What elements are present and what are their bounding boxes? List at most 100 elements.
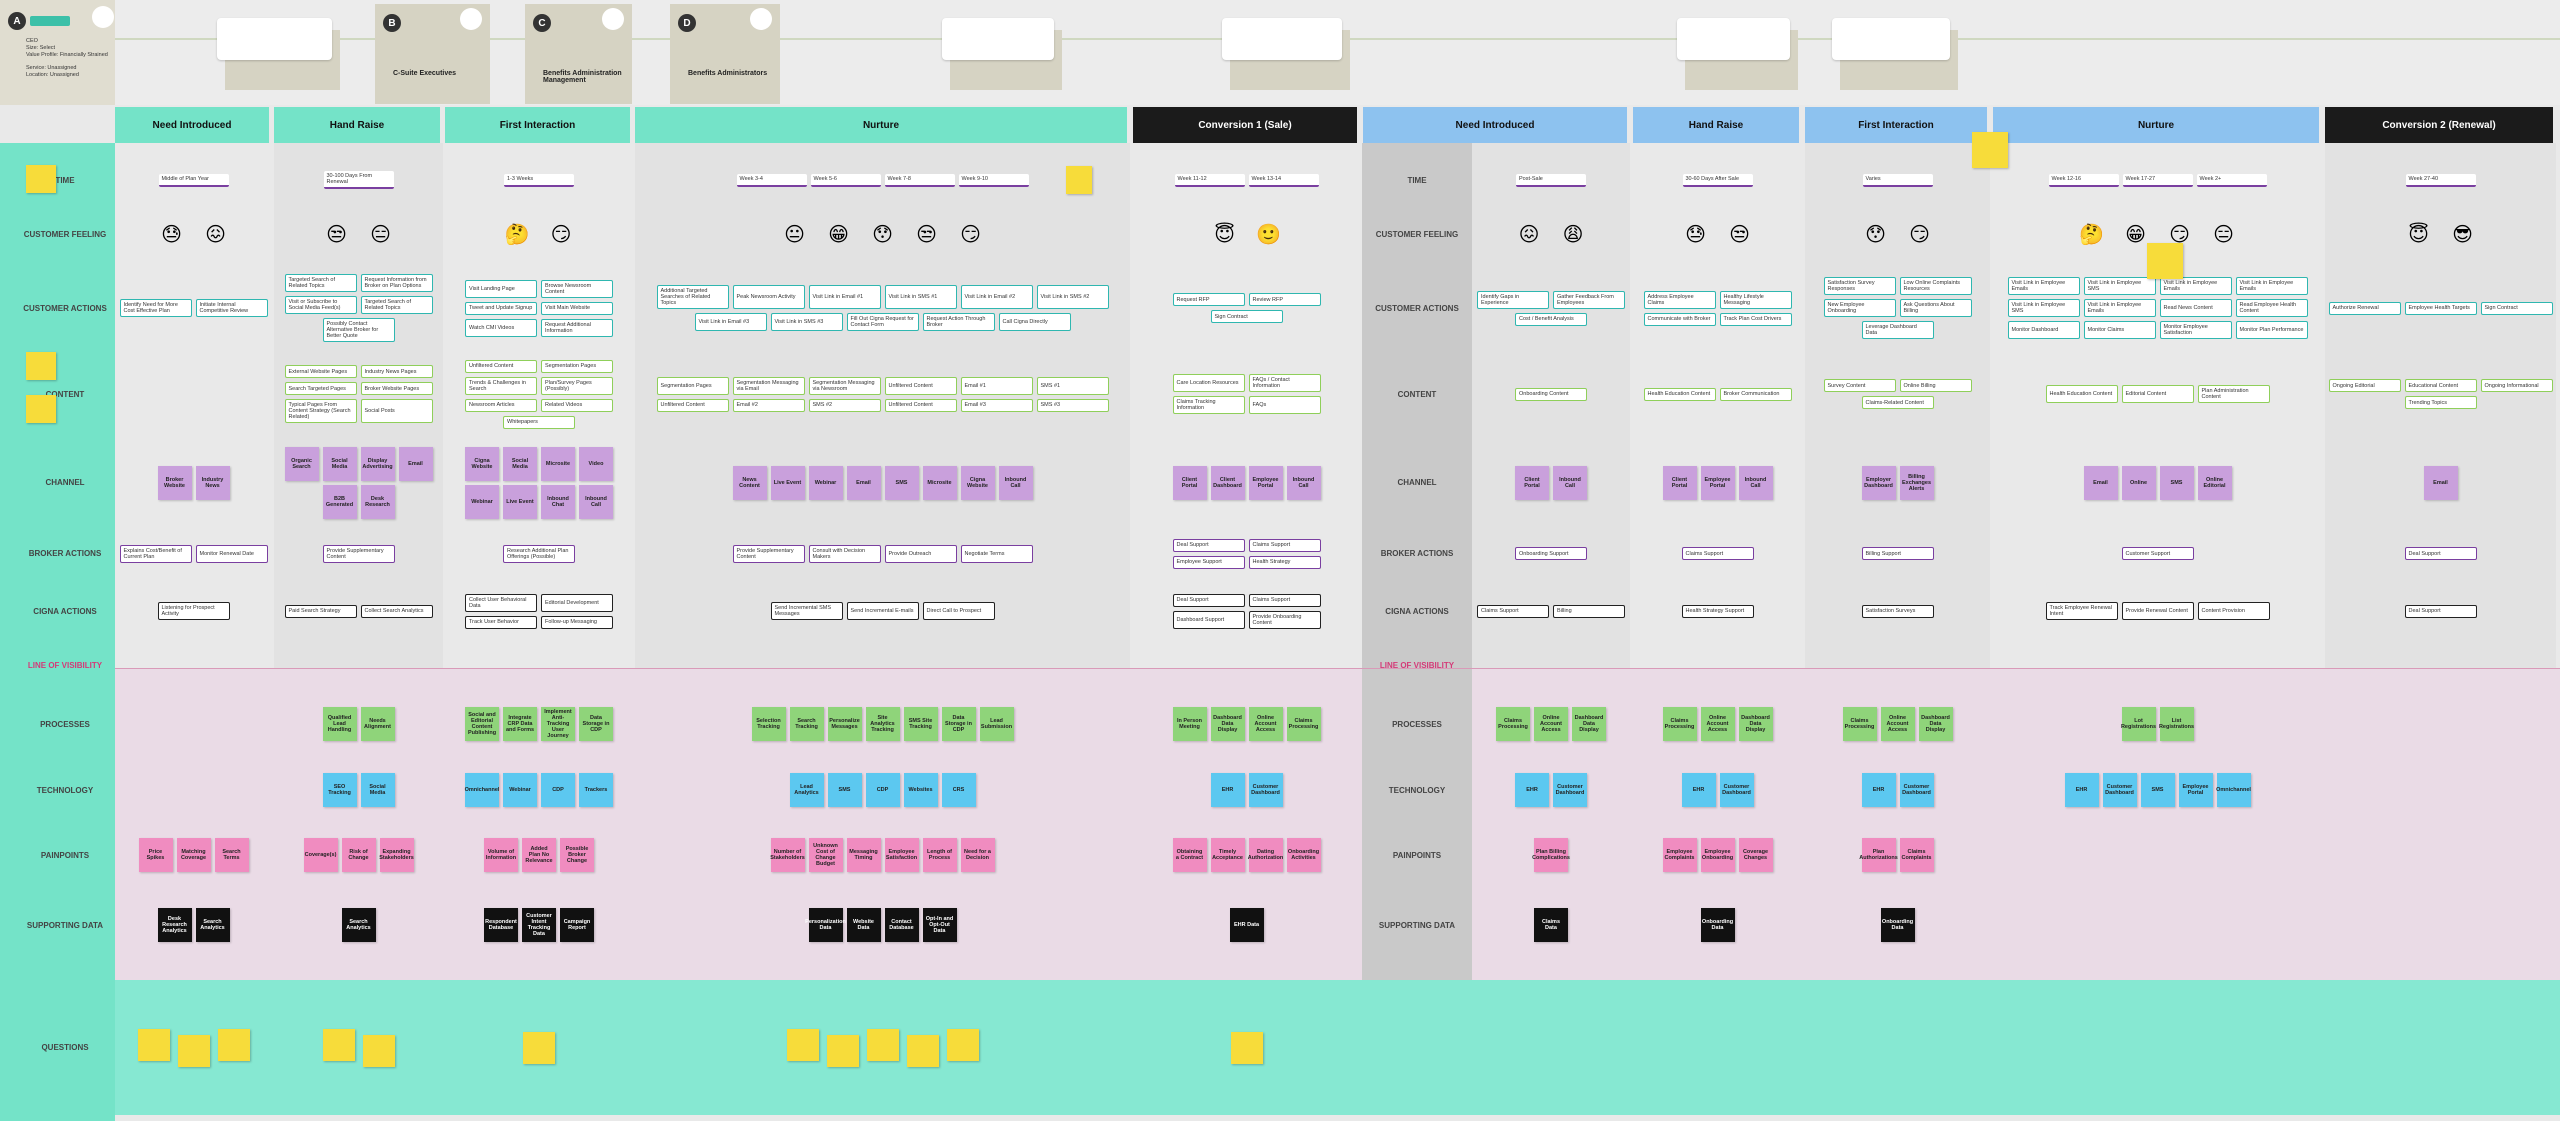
feeling-note: 😩 — [1562, 222, 1584, 246]
data-note: Customer Intent Tracking Data — [522, 908, 556, 942]
cell: EHR Customer Dashboard — [1633, 758, 1802, 822]
broker-note: Deal Support — [2404, 547, 2477, 560]
cell: Claims Processing Online Account Access Da… — [1633, 690, 1802, 758]
technology-note: CDP — [541, 773, 575, 807]
cell: Health Strategy Support — [1633, 582, 1802, 640]
feeling-note: 😐 — [784, 222, 805, 246]
cell: Respondent Database Customer Intent Track… — [445, 888, 633, 962]
cigna-note: Listening for Prospect Activity — [157, 602, 230, 620]
actions-note: Visit Landing Page — [465, 279, 537, 298]
cell: 😓 😒 — [1633, 200, 1802, 268]
channel-note: Employer Dashboard — [1861, 465, 1896, 500]
channel-note: Microsite — [922, 465, 957, 500]
channel-note: Inbound Call — [1286, 465, 1321, 500]
question-cell — [1805, 980, 1990, 1115]
phase-header: First Interaction — [445, 107, 633, 143]
channel-note: B2B Generated — [322, 484, 357, 519]
feeling-note: 😖 — [205, 222, 226, 246]
painpoints-note: Plan Authorizations — [1859, 838, 1898, 872]
actions-note: Visit Link in Employee SMS — [2007, 299, 2080, 317]
time-note: Week 7-8 — [884, 173, 955, 187]
row-label: CUSTOMER FEELING — [1375, 229, 1459, 239]
row-label: CONTENT — [45, 389, 85, 399]
question-sticky — [217, 1028, 250, 1061]
actions-note: Visit or Subscribe to Social Media Feed(… — [284, 296, 357, 314]
phase-header: First Interaction — [1805, 107, 1990, 143]
cell — [2325, 888, 2556, 962]
phase-note — [1972, 132, 2008, 168]
content-note: Plan/Survey Pages (Possibly) — [541, 376, 613, 395]
feeling-note: 😇 — [2408, 222, 2429, 246]
actions-note: Read Employee Health Content — [2235, 299, 2308, 317]
actions-note: Request Information from Broker on Plan … — [360, 274, 433, 292]
processes-note: Online Account Access — [1534, 707, 1568, 741]
cell: Plan Billing Complications — [1472, 822, 1630, 888]
cigna-note: Deal Support — [2404, 604, 2477, 618]
content-note: Broker Communication — [1719, 387, 1792, 401]
broker-note: Claims Support — [1681, 547, 1754, 560]
painpoints-note: Search Terms — [214, 838, 249, 872]
feeling-note: 😯 — [1865, 222, 1886, 246]
question-cell — [274, 980, 443, 1115]
cell: Omnichannel Webinar CDP Trackers — [445, 758, 633, 822]
content-note: Unfiltered Content — [465, 359, 537, 373]
technology-note: Webinar — [503, 773, 537, 807]
label-note — [26, 165, 56, 193]
actions-note: Watch CMI Videos — [465, 318, 537, 337]
cigna-note: Provide Onboarding Content — [1248, 610, 1321, 629]
cigna-note: Track User Behavior — [465, 615, 537, 629]
cell — [2325, 690, 2556, 758]
content-note: Claims Tracking Information — [1172, 396, 1245, 414]
cell — [1993, 888, 2322, 962]
content-note: Editorial Content — [2121, 385, 2194, 403]
note-card — [1832, 18, 1950, 60]
broker-note: Monitor Renewal Date — [195, 544, 268, 563]
technology-note: EHR — [1681, 773, 1716, 807]
technology-note: EHR — [2064, 773, 2099, 807]
technology-note: Customer Dashboard — [1248, 773, 1283, 807]
content-note: Related Videos — [541, 398, 613, 412]
cell: Volume of Information Added Plan No Relev… — [445, 822, 633, 888]
content-note: Ongoing Editorial — [2328, 379, 2401, 392]
label-note — [26, 395, 56, 423]
processes-note: Dashboard Data Display — [1210, 707, 1245, 741]
cell: 😇 😎 — [2325, 200, 2556, 268]
processes-note: Social and Editorial Content Publishing — [465, 707, 499, 741]
actions-note: Visit Link in Employee SMS — [2083, 277, 2156, 295]
question-cell — [1472, 980, 1630, 1115]
cell: Qualified Lead Handling Needs Alignment — [274, 690, 443, 758]
feeling-note: 😏 — [2169, 222, 2190, 246]
actions-note: Visit Link in Employee Emails — [2007, 277, 2080, 295]
painpoints-note: Employee Satisfaction — [884, 838, 919, 872]
actions-note: Gather Feedback From Employees — [1553, 290, 1625, 309]
phase-header: Nurture — [1993, 107, 2322, 143]
cell: Visit Link in Employee Emails Visit Link … — [1993, 268, 2322, 348]
actions-note: Cost / Benefit Analysis — [1515, 312, 1587, 326]
channel-note: SMS — [884, 465, 919, 500]
cell: Provide Supplementary Content Consult wit… — [635, 525, 1130, 582]
technology-note: EHR — [1210, 773, 1245, 807]
technology-note: Customer Dashboard — [1899, 773, 1934, 807]
content-note: Newsroom Articles — [465, 398, 537, 412]
cigna-note: Satisfaction Surveys — [1861, 604, 1934, 618]
content-note: Search Targeted Pages — [284, 382, 357, 395]
cigna-note: Send Incremental SMS Messages — [770, 602, 843, 620]
cell: EHR Customer Dashboard — [1133, 758, 1360, 822]
avatar — [92, 6, 114, 28]
cell: Varies — [1805, 160, 1990, 200]
cell: EHR Customer Dashboard — [1805, 758, 1990, 822]
processes-note: Dashboard Data Display — [1918, 707, 1953, 741]
content-note: Survey Content — [1823, 379, 1896, 392]
content-note: FAQs — [1248, 396, 1321, 414]
broker-note: Billing Support — [1861, 547, 1934, 560]
actions-note: Monitor Dashboard — [2007, 321, 2080, 339]
persona-card: B C-Suite Executives — [375, 4, 490, 104]
data-note: Onboarding Data — [1880, 908, 1915, 942]
cigna-note: Deal Support — [1172, 593, 1245, 607]
broker-note: Provide Supplementary Content — [732, 544, 805, 563]
processes-note: In Person Meeting — [1172, 707, 1207, 741]
below-visibility — [1472, 668, 2560, 980]
persona-letter: C — [533, 14, 551, 32]
channel-note: News Content — [732, 465, 767, 500]
feeling-note: 😇 — [1214, 222, 1235, 246]
